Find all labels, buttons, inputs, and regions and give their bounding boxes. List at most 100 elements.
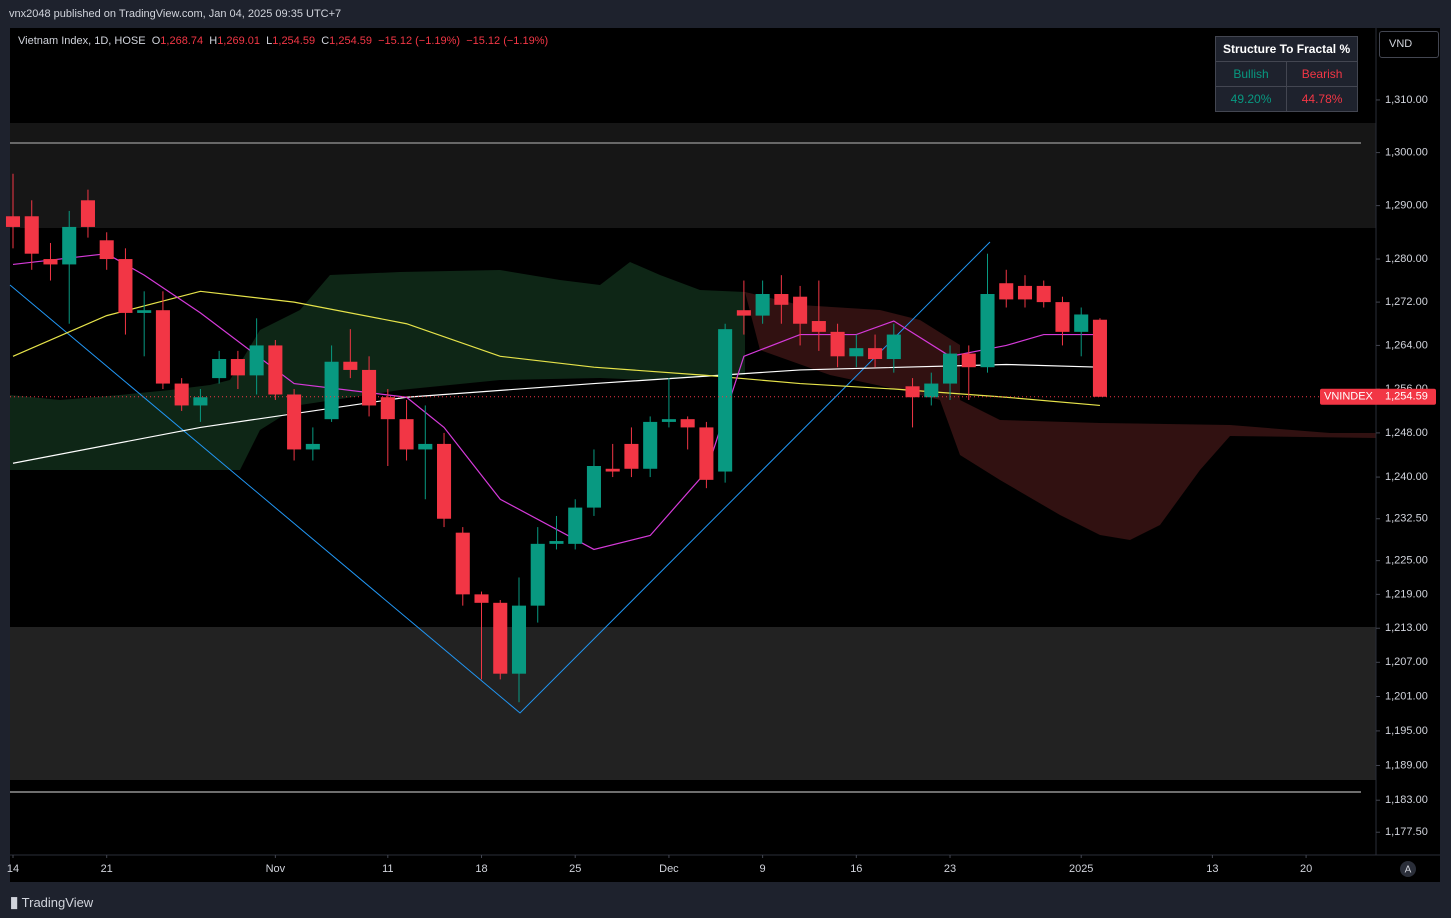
x-tick-label: 25 [569, 863, 581, 875]
y-tick-label: 1,189.00 [1385, 759, 1428, 771]
candle-body [1074, 314, 1089, 332]
y-tick-label: 1,264.00 [1385, 339, 1428, 351]
candle-body [586, 466, 601, 508]
candle-body [62, 226, 77, 265]
brand-text: TradingView [21, 895, 94, 910]
y-tick-label: 1,207.00 [1385, 656, 1428, 668]
candle-body [999, 283, 1014, 300]
y-tick-label: 1,272.00 [1385, 296, 1428, 308]
candle-body [793, 296, 808, 324]
candle-body [99, 240, 114, 260]
y-tick-label: 1,280.00 [1385, 253, 1428, 265]
candle-body [1092, 319, 1107, 397]
last-label-box [1320, 388, 1436, 405]
candle-body [399, 419, 414, 450]
candle-body [474, 594, 489, 603]
table-title: Structure To Fractal % [1214, 36, 1359, 62]
candle-body [961, 353, 976, 368]
candle-body [287, 394, 302, 450]
candle-body [680, 419, 695, 428]
auto-button[interactable] [1400, 861, 1416, 877]
candle-body [493, 602, 508, 674]
c-val: 1,254.59 [329, 35, 372, 47]
y-tick-label: 1,232.50 [1385, 513, 1428, 525]
candle-body [942, 353, 958, 384]
x-tick-label: 11 [382, 863, 393, 875]
y-tick-label: 1,225.00 [1385, 555, 1428, 567]
indicator-line [12, 363, 1100, 464]
x-tick-label: 13 [1206, 863, 1218, 875]
candle-body [43, 259, 58, 265]
x-tick-label: Dec [659, 863, 679, 875]
y-tick-label: 1,177.50 [1385, 826, 1428, 838]
candle-body [849, 348, 864, 357]
candle-body [174, 383, 189, 406]
y-tick-label: 1,219.00 [1385, 588, 1428, 600]
x-tick-label: Nov [266, 863, 286, 875]
candle-body [549, 541, 564, 544]
ohlc-legend: Vietnam Index, 1D, HOSE O1,268.74 H1,269… [18, 35, 548, 47]
candle-body [718, 329, 733, 472]
candle-body [1017, 285, 1033, 300]
zone-bottom [10, 627, 1376, 780]
candle-body [343, 361, 358, 370]
candle-body [268, 345, 283, 395]
publisher: vnx2048 published on TradingView.com, Ja… [9, 8, 342, 20]
y-tick-label: 1,213.00 [1385, 622, 1428, 634]
candle-body [980, 294, 995, 368]
candle-body [137, 310, 152, 313]
candle-body [380, 397, 395, 420]
l: L [266, 35, 273, 47]
y-tick-label: 1,195.00 [1385, 725, 1428, 737]
currency[interactable]: VND [1379, 31, 1439, 58]
y-tick-label: 1,201.00 [1385, 690, 1428, 702]
candle-body [568, 507, 583, 544]
price-axis [1376, 28, 1440, 855]
l-val: 1,254.59 [272, 35, 316, 47]
candle-body [362, 369, 377, 406]
y-tick-label: 1,300.00 [1385, 146, 1428, 158]
candle-body [605, 468, 620, 472]
indicator-table: Structure To Fractal % Bullish Bearish 49… [1214, 36, 1359, 112]
candle-body [230, 359, 245, 376]
cloud-bull [10, 262, 745, 470]
table-value: 44.78% [1286, 86, 1359, 112]
o: O [151, 35, 161, 47]
candle-body [699, 427, 714, 480]
x-tick-label: 23 [944, 863, 956, 875]
candle-body [736, 310, 751, 316]
candle-body [811, 321, 826, 332]
candle-body [193, 397, 208, 406]
candle-body [830, 331, 845, 357]
zone-top [10, 123, 1376, 228]
candle-body [324, 361, 339, 420]
candle-body [511, 605, 527, 674]
candle-body [249, 345, 264, 376]
h-val: 1,269.01 [217, 35, 261, 47]
candle-body [212, 359, 227, 379]
change: −15.12 (−1.19%) [466, 35, 549, 47]
symbol: Vietnam Index, 1D, HOSE [18, 35, 146, 47]
c: C [321, 35, 330, 47]
brand: ▮ TradingView [10, 894, 94, 911]
candle-body [455, 532, 470, 595]
candle-body [305, 443, 320, 450]
last-value-label: 1,254.59 [1385, 391, 1428, 403]
x-tick-label: 18 [475, 863, 487, 875]
x-tick-label: 9 [760, 863, 766, 875]
x-tick-label: 14 [7, 863, 19, 875]
candle-body [868, 348, 883, 360]
x-tick-label: 20 [1300, 863, 1312, 875]
candle-body [924, 383, 939, 398]
candle-body [774, 294, 789, 305]
auto-label[interactable]: A [1405, 865, 1412, 876]
y-tick-label: 1,290.00 [1385, 200, 1428, 212]
x-tick-label: 2025 [1069, 863, 1093, 875]
o-val: 1,268.74 [160, 35, 204, 47]
candle-body [643, 421, 658, 469]
y-tick-label: 1,248.00 [1385, 427, 1428, 439]
table-value: 49.20% [1214, 86, 1288, 112]
candle-body [437, 443, 452, 519]
